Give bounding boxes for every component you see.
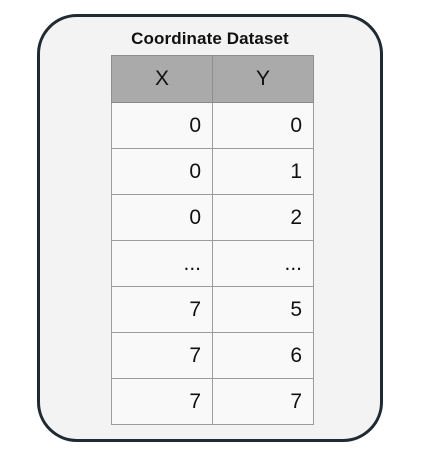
table-row: 7 7	[111, 378, 314, 425]
table-row: 7 6	[111, 332, 314, 379]
column-header-x: X	[111, 55, 213, 103]
cell-y: 2	[212, 194, 314, 241]
cell-y: 5	[212, 286, 314, 333]
dataset-title: Coordinate Dataset	[131, 29, 289, 48]
table-row-ellipsis: ... ...	[111, 240, 314, 287]
cell-y: 1	[212, 148, 314, 195]
cell-x: 0	[111, 148, 213, 195]
column-header-y: Y	[212, 55, 314, 103]
dataset-card: Coordinate Dataset X Y 0 0 0 1 0 2 ...	[37, 14, 383, 442]
cell-x: 0	[111, 102, 213, 149]
table-row: 0 0	[111, 102, 314, 149]
cell-x: ...	[111, 240, 213, 287]
cell-y: 6	[212, 332, 314, 379]
table-row: 7 5	[111, 286, 314, 333]
cell-x: 0	[111, 194, 213, 241]
coordinate-table: X Y 0 0 0 1 0 2 ... ... 7 5	[111, 55, 314, 425]
cell-x: 7	[111, 378, 213, 425]
cell-y: 0	[212, 102, 314, 149]
table-header-row: X Y	[111, 55, 314, 103]
cell-y: ...	[212, 240, 314, 287]
table-row: 0 2	[111, 194, 314, 241]
cell-x: 7	[111, 286, 213, 333]
table-row: 0 1	[111, 148, 314, 195]
cell-x: 7	[111, 332, 213, 379]
cell-y: 7	[212, 378, 314, 425]
